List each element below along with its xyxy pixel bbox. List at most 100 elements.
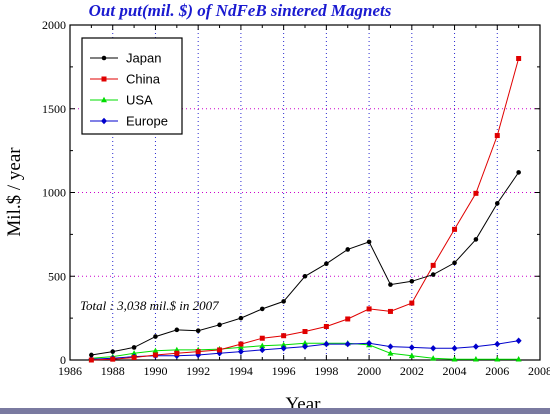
data-point-japan (238, 315, 244, 321)
data-point-japan (110, 349, 116, 354)
data-point-china (302, 329, 308, 335)
data-point-japan (153, 334, 158, 339)
data-point-china (131, 354, 137, 360)
data-point-china (345, 316, 351, 322)
y-tick-label: 0 (60, 353, 66, 367)
bottom-border (0, 408, 550, 414)
chart-title: Out put(mil. $) of NdFeB sintered Magnet… (89, 1, 392, 20)
data-point-china (195, 349, 201, 355)
data-point-china (259, 335, 265, 341)
data-point-europe (237, 348, 244, 355)
legend-marker-usa (101, 96, 107, 103)
x-tick-label: 1994 (229, 364, 253, 378)
data-point-europe (408, 344, 415, 351)
data-point-japan (259, 306, 265, 312)
x-tick-label: 1992 (186, 364, 210, 378)
data-point-europe (451, 345, 458, 352)
series-china (88, 56, 522, 363)
data-point-japan (452, 260, 457, 266)
legend-marker-europe (101, 117, 107, 125)
data-point-usa (430, 355, 437, 361)
data-point-china (110, 356, 116, 362)
legend-label-usa: USA (126, 93, 153, 108)
data-point-europe (280, 345, 287, 352)
x-tick-label: 1998 (314, 364, 338, 378)
data-point-japan (345, 247, 351, 252)
x-tick-label: 2008 (528, 364, 550, 378)
legend: Japan China USA Europe (81, 37, 183, 135)
data-point-japan (516, 170, 521, 175)
data-point-japan (324, 261, 329, 266)
data-point-europe (472, 343, 479, 350)
y-tick-label: 2000 (42, 18, 66, 32)
data-point-japan (409, 278, 415, 284)
data-point-usa (237, 344, 244, 350)
legend-marker-china (101, 76, 107, 82)
y-tick-label: 1000 (42, 186, 66, 200)
y-tick-label: 500 (48, 269, 66, 283)
data-point-usa (302, 340, 308, 346)
data-point-europe (366, 340, 373, 347)
data-point-japan (366, 239, 372, 245)
legend-box (81, 37, 183, 135)
data-point-usa (387, 350, 394, 356)
data-point-japan (430, 272, 436, 277)
data-point-china (387, 308, 393, 314)
y-tick-label: 1500 (42, 102, 66, 116)
data-point-usa (494, 355, 501, 362)
x-tick-label: 2006 (485, 364, 509, 378)
series-japan (89, 170, 521, 358)
x-tick-label: 1988 (101, 364, 125, 378)
data-point-china (473, 190, 479, 196)
data-point-china (238, 341, 244, 347)
series (88, 56, 522, 363)
y-axis-label: Mil.$ / year (4, 147, 25, 237)
data-point-japan (217, 322, 222, 328)
data-point-europe (387, 343, 394, 350)
data-point-usa (152, 347, 159, 354)
legend-label-china: China (126, 72, 161, 87)
data-point-usa (280, 341, 287, 348)
annotation: Total : 3,038 mil.$ in 2007 (80, 298, 219, 313)
x-tick-label: 2000 (357, 364, 381, 378)
data-point-europe (259, 346, 266, 354)
data-point-japan (388, 282, 393, 287)
data-point-usa (451, 355, 458, 362)
data-point-japan (473, 237, 479, 242)
data-point-europe (430, 345, 437, 352)
data-point-china (494, 133, 500, 139)
data-point-japan (89, 352, 94, 358)
data-point-usa (131, 350, 138, 356)
data-point-china (452, 226, 458, 232)
data-point-europe (494, 340, 501, 348)
data-point-europe (344, 340, 351, 348)
data-point-china (430, 262, 436, 268)
data-point-usa (259, 342, 266, 349)
legend-label-japan: Japan (126, 51, 161, 66)
axes: 1986 1988 1990 1992 1994 1996 1998 2000 2002 2004… (42, 18, 550, 378)
data-point-japan (131, 345, 137, 350)
data-point-usa (472, 355, 479, 362)
data-point-japan (195, 328, 201, 333)
data-point-china (516, 56, 522, 61)
x-tick-label: 1996 (272, 364, 296, 378)
data-point-china (217, 347, 223, 353)
data-point-europe (515, 337, 522, 344)
data-point-china (152, 352, 158, 358)
data-point-china (323, 324, 329, 329)
data-point-usa (515, 355, 522, 362)
data-point-usa (408, 352, 415, 359)
data-point-europe (302, 343, 308, 350)
data-point-china (409, 300, 415, 306)
data-point-japan (174, 327, 180, 333)
data-point-china (174, 350, 180, 356)
legend-marker-japan (101, 55, 107, 61)
data-point-china (366, 306, 372, 312)
data-point-japan (281, 299, 286, 304)
data-point-japan (494, 201, 500, 206)
data-point-china (88, 357, 94, 363)
x-tick-label: 2002 (400, 364, 424, 378)
data-point-japan (302, 273, 308, 279)
data-point-europe (323, 340, 330, 348)
